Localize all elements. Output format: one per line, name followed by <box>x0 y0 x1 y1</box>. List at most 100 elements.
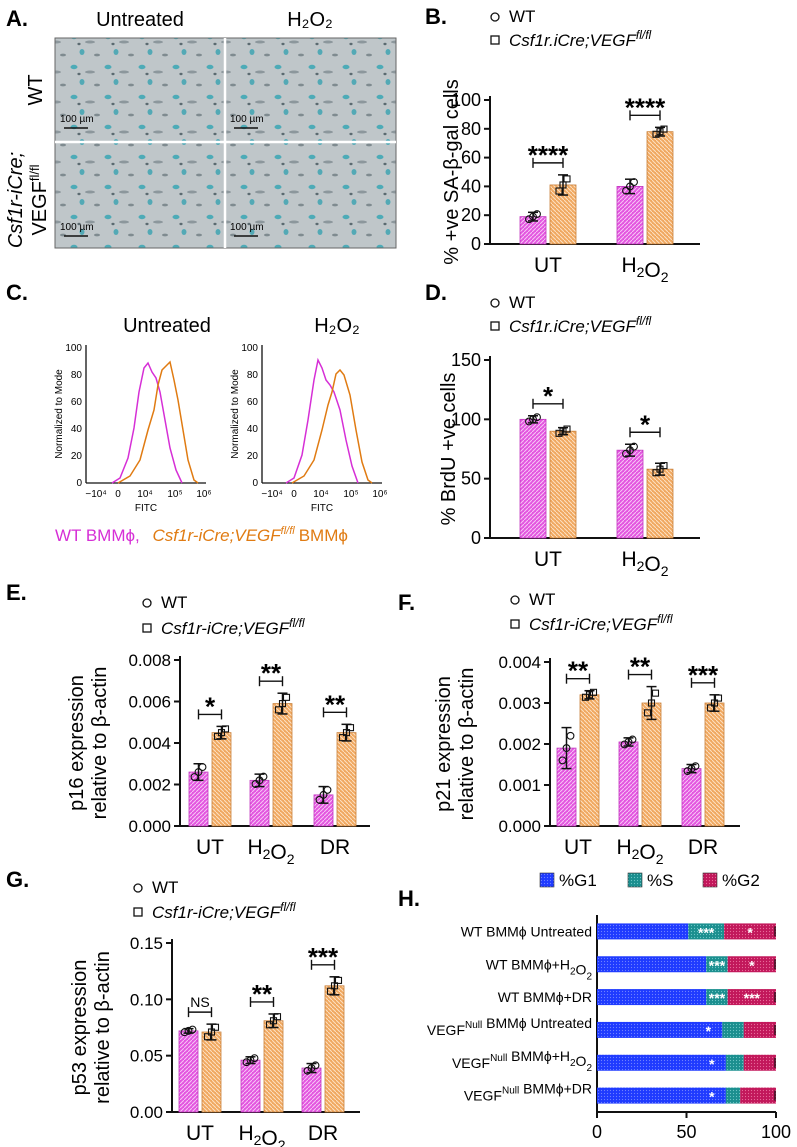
data-point <box>334 976 343 984</box>
bar-segment-s <box>688 923 725 940</box>
row-label: VEGFNull BMMϕ+H2O2 <box>452 1048 593 1074</box>
y-tick: 0 <box>252 478 258 489</box>
data-point <box>652 469 660 477</box>
data-point <box>558 756 567 765</box>
panel-c-title-untreated: Untreated <box>123 315 211 337</box>
data-point <box>274 706 283 714</box>
panel-a-col-h2o2: H₂O₂ <box>287 9 333 31</box>
data-point <box>533 413 541 422</box>
bar-ko <box>201 1031 222 1113</box>
bar-segment-s <box>706 956 728 973</box>
data-point <box>269 1017 278 1025</box>
data-point <box>311 1061 320 1070</box>
y-tick: 0 <box>76 478 82 489</box>
panel-b-chart: B. WT Csf1r.iCre;VEGFfl/fl 0 20 40 60 80 100% +v… <box>425 4 700 285</box>
bar-segment-s <box>706 989 728 1006</box>
data-point <box>533 210 541 218</box>
significance-label: ** <box>630 652 651 682</box>
y-tick: 100 <box>241 343 258 354</box>
y-axis-label: relative to β-actin <box>92 951 114 1104</box>
x-category-label: H2O2 <box>621 548 668 579</box>
y-tick: 40 <box>247 424 259 435</box>
y-tick: 40 <box>71 424 83 435</box>
panel-c-title-h2o2: H₂O₂ <box>314 315 360 337</box>
panel-a: A. Untreated H₂O₂ 100 µm 100 µm 100 µm 1… <box>5 6 397 249</box>
data-point <box>278 700 287 708</box>
data-point <box>188 1025 197 1034</box>
panel-e-chart: E. WT Csf1r-iCre;VEGFfl/fl 0.000 0.002 0.004 0… <box>6 580 370 867</box>
x-tick: 10⁵ <box>343 489 358 500</box>
data-point <box>555 429 563 437</box>
significance-label: * <box>205 691 216 721</box>
y-tick-label: 0 <box>471 234 481 254</box>
data-point <box>529 415 537 424</box>
bar-wt <box>240 1059 261 1113</box>
bar-segment-g2 <box>740 1087 776 1104</box>
data-point <box>211 1023 220 1031</box>
legend-wt-label: WT <box>509 7 535 26</box>
panel-label: F. <box>398 590 415 615</box>
flow-histogram-untreated: 0 20 40 60 80 100 −10⁴ 0 10⁴ 10⁵ 10⁶ FIT… <box>54 343 212 514</box>
panel-a-row-ko-1: Csf1r-iCre; <box>5 152 27 248</box>
x-category-label: H2O2 <box>247 836 294 867</box>
data-point <box>691 762 700 771</box>
data-point <box>630 442 638 451</box>
data-point <box>338 734 347 742</box>
y-tick-label: 0.002 <box>128 776 171 795</box>
data-point <box>246 1056 255 1065</box>
row-label: VEGFNull BMMϕ+DR <box>464 1081 592 1104</box>
x-tick: 0 <box>291 489 297 500</box>
flow-histogram-h2o2: 0 20 40 60 80 100 −10⁴ 0 10⁴ 10⁵ 10⁶ FIT… <box>230 343 388 514</box>
legend-ko-label: Csf1r-iCre;VEGFfl/fl <box>152 900 296 922</box>
y-tick-label: 0.000 <box>498 817 541 836</box>
legend-ko-marker <box>133 907 143 917</box>
x-category-label: UT <box>564 836 592 859</box>
data-point <box>259 772 268 781</box>
y-tick-label: 20 <box>461 205 481 225</box>
data-point <box>624 737 633 746</box>
y-tick: 100 <box>65 343 82 354</box>
bar-segment-s <box>725 1054 744 1071</box>
y-axis-label: p16 expression <box>66 675 88 811</box>
wt-histogram-curve <box>285 357 359 484</box>
y-tick-label: 0.004 <box>128 734 171 753</box>
y-axis-label: relative to β-actin <box>456 668 478 821</box>
data-point <box>180 1028 189 1037</box>
panel-label: E. <box>6 580 27 605</box>
bar-ko <box>272 703 293 827</box>
panel-a-row-ko-2: VEGFfl/fl <box>27 164 51 235</box>
legend-label: %G2 <box>722 871 760 890</box>
legend-ko-label: Csf1r.iCre;VEGFfl/fl <box>509 314 652 336</box>
bar-ko <box>324 985 345 1113</box>
bar-segment-g2 <box>743 1054 776 1071</box>
data-point <box>242 1058 251 1067</box>
bar-segment-g1 <box>597 989 707 1006</box>
data-point <box>563 175 571 183</box>
legend-wt-marker <box>142 598 152 608</box>
data-point <box>525 417 533 426</box>
significance-mark: * <box>706 1023 712 1039</box>
legend-wt-marker <box>490 298 500 308</box>
scale-bar-label: 100 µm <box>60 114 94 125</box>
significance-label: * <box>640 409 651 439</box>
bar-ko <box>646 131 674 245</box>
x-tick-label: 50 <box>676 1122 696 1142</box>
y-tick-label: 0.10 <box>130 990 163 1009</box>
y-axis-label: % BrdU +ve cells <box>438 373 460 526</box>
data-point <box>647 699 656 707</box>
panel-d-chart: D. WT Csf1r.iCre;VEGFfl/fl 0 50 100 150 % BrdU … <box>425 280 700 579</box>
y-tick-label: 60 <box>461 148 481 168</box>
y-axis-label: Normalized to Mode <box>54 369 65 459</box>
x-tick: 10⁵ <box>167 489 182 500</box>
x-category-label: DR <box>320 836 350 859</box>
legend-wt-marker <box>510 595 520 605</box>
ko-histogram-curve <box>117 360 199 484</box>
data-point <box>683 767 692 776</box>
x-tick: 10⁴ <box>313 489 328 500</box>
significance-label: NS <box>190 994 209 1010</box>
ko-histogram-curve <box>291 368 373 484</box>
data-point <box>628 735 637 744</box>
bar-segment-g2 <box>727 956 776 973</box>
legend-ko-label: Csf1r.iCre;VEGFfl/fl <box>509 28 652 50</box>
